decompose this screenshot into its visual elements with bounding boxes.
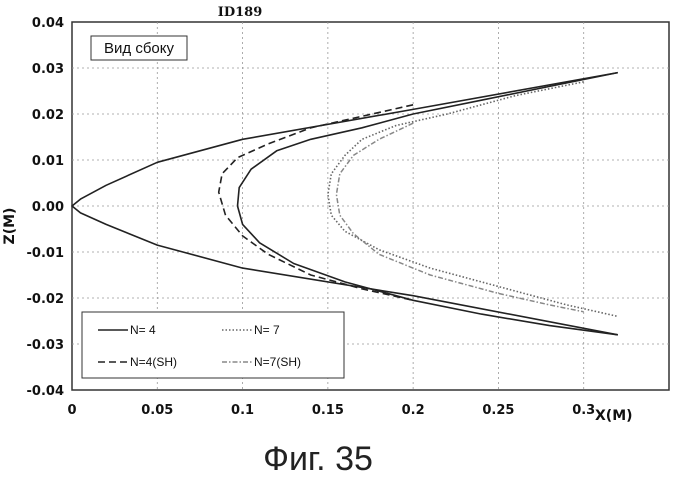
figure-caption: Фиг. 35	[263, 440, 373, 478]
chart-title: ID189	[218, 5, 263, 20]
legend-box	[82, 312, 344, 378]
legend-label-n4: N= 4	[130, 323, 156, 337]
x-tick-label: 0.15	[312, 403, 344, 418]
x-tick-label: 0.05	[141, 403, 173, 418]
legend-label-n7: N= 7	[254, 323, 280, 337]
y-tick-label: -0.02	[27, 292, 64, 307]
x-axis-ticks: 0 0.05 0.1 0.15 0.2 0.25 0.3	[67, 403, 595, 418]
chart-figure: 0.04 0.03 0.02 0.01 0.00 -0.01 -0.02 -0.03 -0.04…	[0, 0, 699, 480]
x-axis-label: X(M)	[595, 408, 633, 424]
x-tick-label: 0.3	[572, 403, 595, 418]
x-tick-label: 0.2	[402, 403, 425, 418]
y-axis-label: Z(M)	[2, 208, 18, 245]
y-tick-label: -0.04	[27, 384, 64, 399]
x-tick-label: 0	[67, 403, 76, 418]
y-tick-label: 0.01	[32, 154, 64, 169]
y-tick-label: 0.03	[32, 62, 64, 77]
y-tick-label: 0.02	[32, 108, 64, 123]
x-tick-label: 0.25	[482, 403, 514, 418]
y-tick-label: 0.04	[32, 16, 64, 31]
annotation-text: Вид сбоку	[104, 40, 174, 57]
legend-label-n4sh: N=4(SH)	[130, 355, 177, 369]
y-tick-label: 0.00	[32, 200, 64, 215]
y-axis-ticks: 0.04 0.03 0.02 0.01 0.00 -0.01 -0.02 -0.03 -0.04	[27, 16, 64, 399]
x-tick-label: 0.1	[231, 403, 254, 418]
legend: N= 4 N= 7 N=4(SH) N=7(SH)	[82, 312, 344, 378]
legend-label-n7sh: N=7(SH)	[254, 355, 301, 369]
y-tick-label: -0.03	[27, 338, 64, 353]
y-tick-label: -0.01	[27, 246, 64, 261]
